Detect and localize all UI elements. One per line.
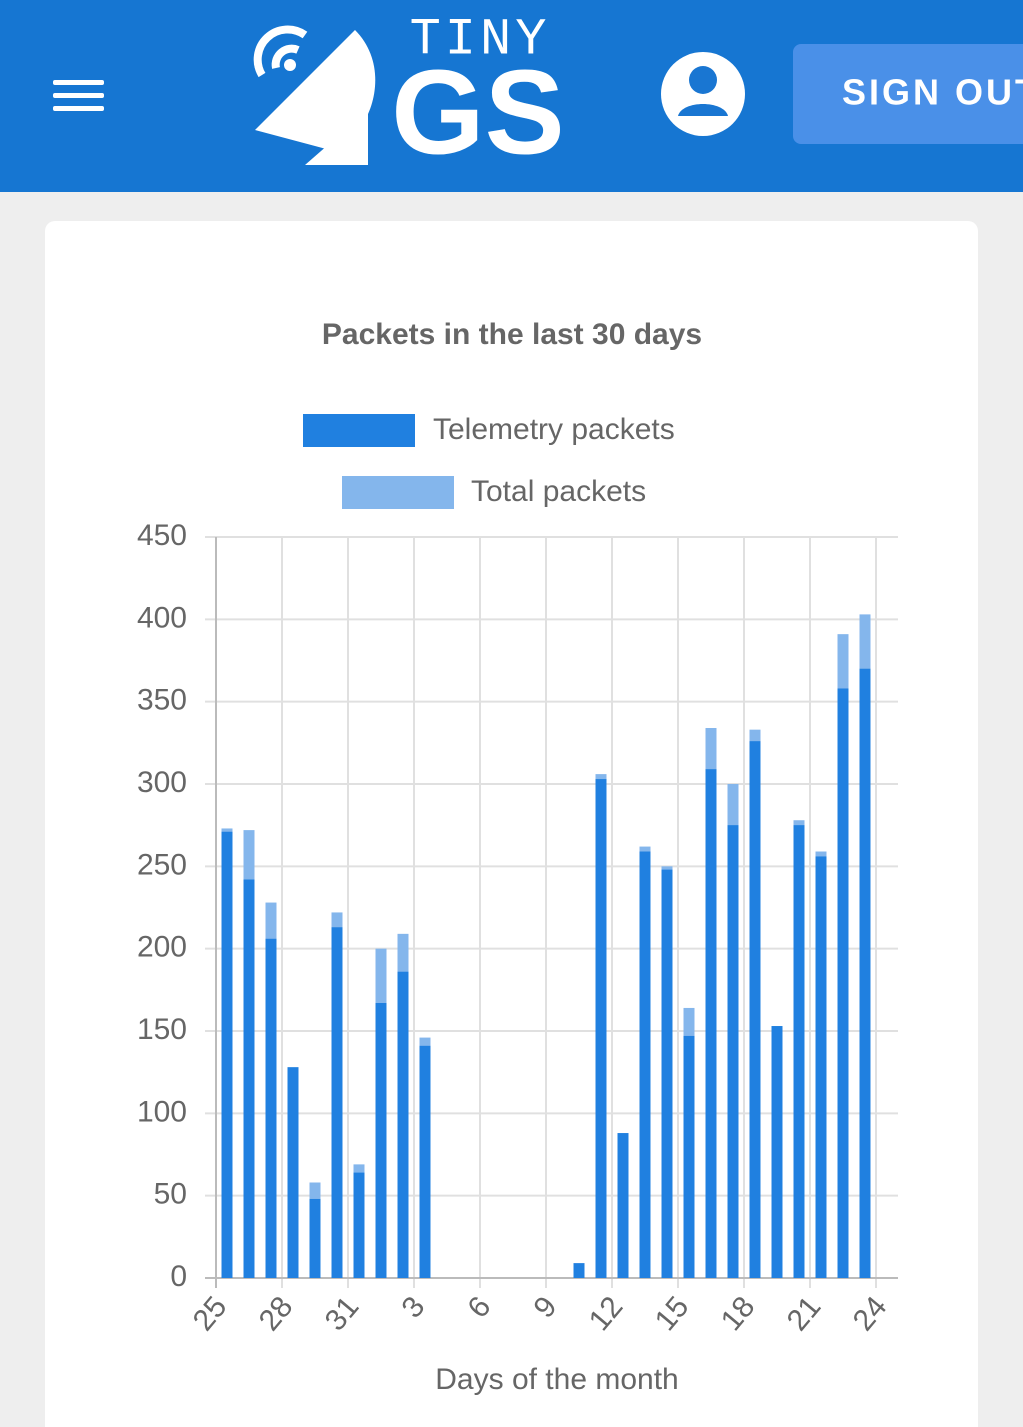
bar — [837, 688, 849, 1278]
bar — [661, 869, 673, 1278]
bar — [749, 741, 761, 1278]
bar — [309, 1198, 321, 1278]
logo-icon — [253, 25, 376, 165]
logo-top: TINY — [410, 11, 551, 70]
account-icon[interactable] — [661, 52, 745, 136]
chart-title: Packets in the last 30 days — [322, 318, 702, 351]
bar — [793, 825, 805, 1278]
y-tick-label: 150 — [137, 1013, 187, 1046]
bar — [419, 1045, 431, 1278]
bar — [727, 825, 739, 1278]
bar — [683, 1035, 695, 1278]
bar — [705, 769, 717, 1278]
y-tick-label: 300 — [137, 766, 187, 799]
y-tick-label: 450 — [137, 519, 187, 552]
menu-icon[interactable] — [53, 80, 104, 111]
bar — [815, 856, 827, 1278]
bar — [859, 668, 871, 1278]
bar — [287, 1067, 299, 1278]
legend-swatch — [303, 414, 415, 447]
bar — [595, 779, 607, 1278]
y-tick-label: 250 — [137, 848, 187, 881]
bar — [639, 851, 651, 1278]
logo-main: GS — [391, 46, 564, 180]
bar — [397, 971, 409, 1278]
legend-label: Telemetry packets — [433, 413, 675, 446]
bar — [771, 1026, 783, 1278]
legend-swatch — [342, 476, 454, 509]
bar — [265, 938, 277, 1278]
y-tick-label: 200 — [137, 931, 187, 964]
y-tick-label: 350 — [137, 684, 187, 717]
sign-out-label[interactable]: SIGN OUT — [842, 72, 1023, 113]
bar — [243, 879, 255, 1278]
bar — [617, 1133, 629, 1278]
app-bar: TINY GS SIGN OUT — [0, 0, 1023, 192]
x-axis-title: Days of the month — [435, 1363, 678, 1396]
y-tick-label: 400 — [137, 601, 187, 634]
sign-out-button[interactable] — [793, 44, 1023, 144]
y-tick-label: 50 — [154, 1178, 187, 1211]
y-tick-label: 100 — [137, 1095, 187, 1128]
bar — [573, 1263, 585, 1278]
bar — [331, 927, 343, 1278]
bar — [221, 831, 233, 1278]
bar — [375, 1003, 387, 1278]
bar — [353, 1172, 365, 1278]
legend-label: Total packets — [471, 475, 646, 508]
y-tick-label: 0 — [170, 1260, 187, 1293]
